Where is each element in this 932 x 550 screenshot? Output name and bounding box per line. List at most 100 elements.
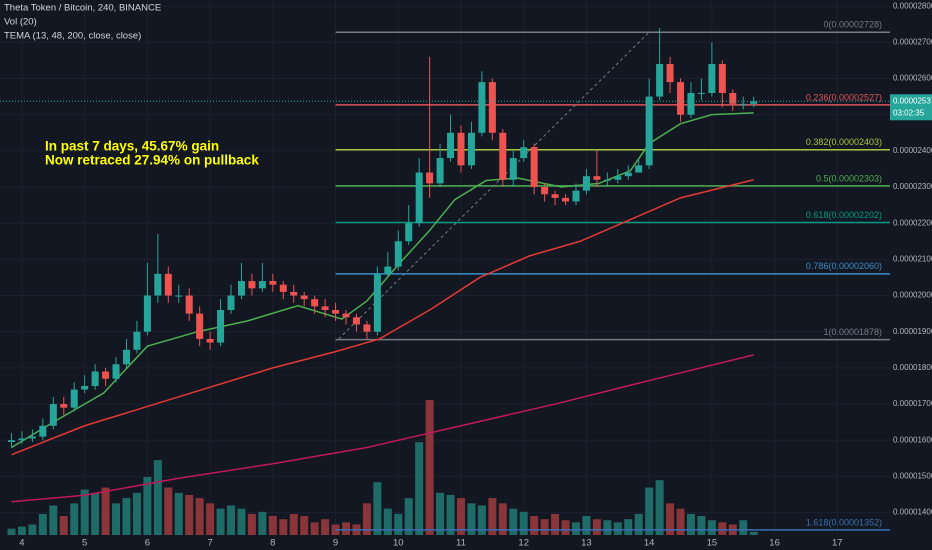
- x-tick-label: 13: [581, 538, 592, 549]
- candle-body: [70, 389, 78, 408]
- candle-body: [196, 313, 204, 339]
- candle-body: [154, 273, 162, 296]
- x-tick-label: 14: [644, 538, 655, 549]
- candle-body: [426, 172, 434, 184]
- volume-bar: [571, 522, 580, 535]
- current-price-label: 0.00002537: [893, 96, 932, 105]
- volume-bar: [530, 516, 539, 535]
- volume-bar: [164, 487, 173, 535]
- candle-body: [311, 299, 319, 307]
- volume-bar: [49, 505, 58, 535]
- annotation: In past 7 days, 45.67% gain: [45, 139, 219, 154]
- candle-body: [541, 187, 549, 195]
- candle-body: [624, 172, 632, 177]
- volume-bar: [498, 503, 507, 535]
- candle-body: [81, 385, 89, 390]
- fib-label: 0(0.00002728): [823, 20, 882, 30]
- candle-body: [656, 64, 664, 97]
- volume-bar: [655, 480, 664, 535]
- volume-indicator: Vol (20): [4, 17, 37, 28]
- candle-body: [582, 176, 590, 191]
- tema-indicator: TEMA (13, 48, 200, close, close): [4, 31, 141, 42]
- candle-body: [122, 349, 130, 365]
- volume-bar: [509, 508, 518, 535]
- volume-bar: [613, 522, 622, 535]
- volume-bar: [300, 516, 309, 535]
- volume-bar: [17, 526, 26, 535]
- candle-body: [237, 281, 245, 296]
- volume-bar: [70, 503, 79, 535]
- candle-body: [206, 338, 214, 343]
- candle-body: [363, 324, 371, 332]
- candle-body: [28, 436, 36, 439]
- volume-bar: [676, 508, 685, 535]
- candle-body: [7, 440, 15, 443]
- candle-body: [478, 82, 486, 133]
- countdown-label: 03:02:35: [893, 108, 925, 117]
- volume-bar: [247, 513, 256, 535]
- candle-body: [530, 147, 538, 188]
- x-tick-label: 12: [518, 538, 529, 549]
- candle-body: [509, 158, 517, 180]
- volume-bar: [112, 503, 121, 535]
- volume-bar: [697, 516, 706, 535]
- y-tick-label: 0.00002300: [893, 182, 932, 191]
- volume-bar: [749, 531, 758, 535]
- candle-body: [60, 404, 68, 408]
- candle-body: [488, 82, 496, 133]
- volume-bar: [394, 513, 403, 535]
- candle-body: [49, 404, 57, 426]
- candle-body: [687, 92, 695, 115]
- candle-body: [18, 438, 26, 441]
- volume-bar: [446, 494, 455, 535]
- x-tick-label: 15: [707, 538, 718, 549]
- volume-bar: [477, 505, 486, 535]
- volume-bar: [436, 492, 445, 535]
- candle-body: [248, 281, 256, 289]
- candle-body: [300, 295, 308, 300]
- candle-body: [384, 266, 392, 274]
- volume-bar: [707, 520, 716, 535]
- y-tick-label: 0.00001500: [893, 472, 932, 481]
- x-tick-label: 4: [19, 538, 24, 549]
- candle-body: [572, 190, 580, 202]
- volume-bar: [279, 519, 288, 535]
- fib-label: 0.786(0.00002060): [806, 261, 882, 271]
- candle-body: [164, 273, 172, 296]
- volume-bar: [289, 513, 298, 535]
- volume-bar: [582, 516, 591, 535]
- volume-bar: [666, 503, 675, 535]
- volume-bar: [237, 508, 246, 535]
- fib-label: 0.5(0.00002303): [816, 173, 882, 183]
- trend-line: [338, 31, 650, 340]
- volume-bar: [143, 476, 152, 535]
- candle-body: [258, 281, 266, 289]
- candle-body: [499, 132, 507, 180]
- y-tick-label: 0.00001700: [893, 399, 932, 408]
- candle-body: [91, 371, 99, 386]
- price-axis: [890, 0, 932, 550]
- volume-bar: [519, 511, 528, 535]
- fib-label: 1(0.00001878): [823, 327, 882, 337]
- volume-bar: [592, 519, 601, 535]
- volume-bar: [310, 522, 319, 535]
- x-tick-label: 17: [832, 538, 843, 549]
- volume-bar: [488, 498, 497, 535]
- volume-bar: [561, 520, 570, 535]
- fib-label: 1.618(0.00001352): [806, 517, 882, 527]
- candle-body: [133, 331, 141, 350]
- candle-body: [290, 291, 298, 296]
- candle-body: [415, 172, 423, 224]
- volume-bar: [153, 460, 162, 535]
- volume-bar: [132, 492, 141, 535]
- candle-body: [373, 273, 381, 332]
- volume-bar: [645, 487, 654, 535]
- y-tick-label: 0.00001800: [893, 363, 932, 372]
- volume-bar: [373, 482, 382, 535]
- candle-body: [279, 284, 287, 292]
- candle-body: [352, 317, 360, 325]
- x-tick-label: 9: [333, 538, 338, 549]
